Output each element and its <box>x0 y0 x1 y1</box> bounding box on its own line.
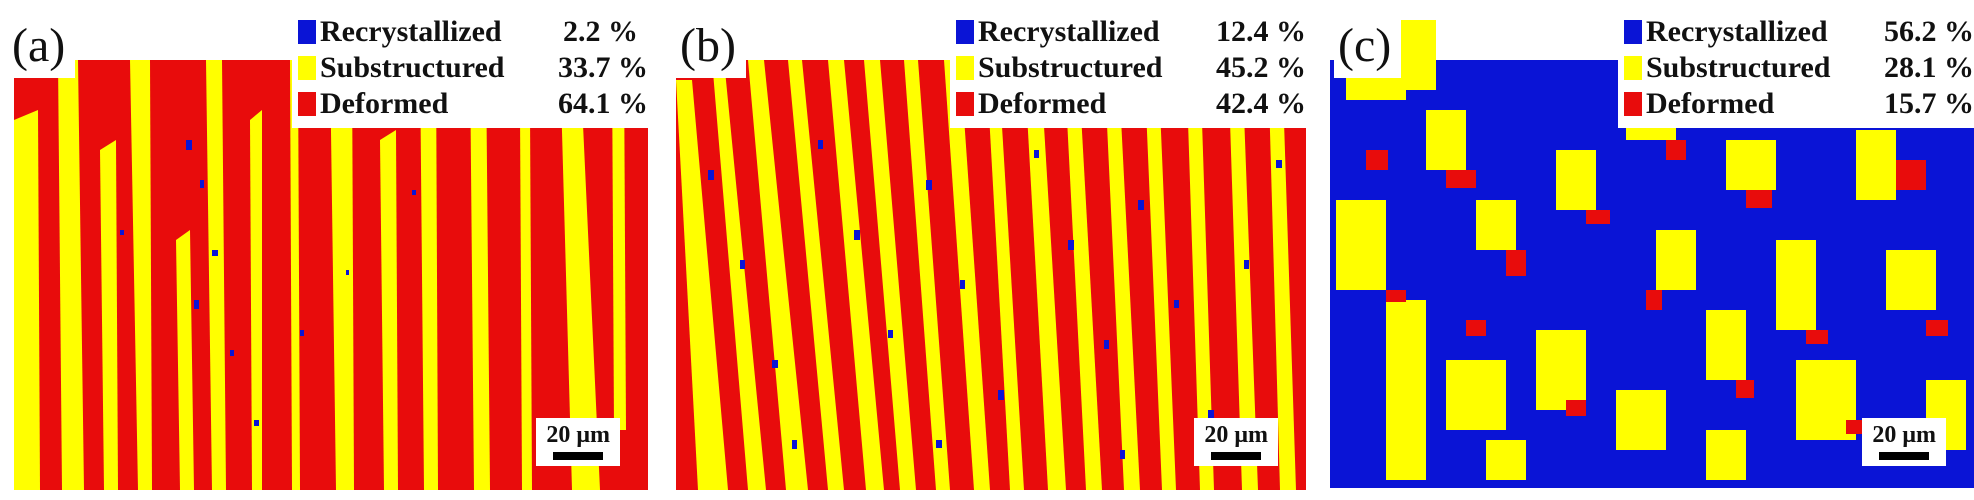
scale-bar: 20 μm <box>536 418 620 466</box>
scale-bar: 20 μm <box>1194 418 1278 466</box>
recrystallized-swatch <box>1624 20 1642 44</box>
deformed-swatch <box>956 92 974 116</box>
legend-item-substructured: Substructured 45.2 % <box>956 50 1306 86</box>
legend-item-recrystallized: Recrystallized 2.2 % <box>298 14 638 50</box>
legend-label: Recrystallized <box>1646 15 1828 48</box>
panel-a: (a) Recrystallized 2.2 % Substructured 3… <box>0 0 648 500</box>
panel-c: (c) Recrystallized 56.2 % Substructured … <box>1326 0 1974 500</box>
deformed-swatch <box>1624 92 1642 116</box>
scale-bar-label: 20 μm <box>546 422 610 448</box>
legend-item-recrystallized: Recrystallized 12.4 % <box>956 14 1306 50</box>
legend-value: 2.2 % <box>563 15 638 48</box>
ebsd-map-a <box>14 60 648 490</box>
legend-value: 45.2 % <box>1216 51 1306 84</box>
scale-bar-line <box>1879 452 1930 460</box>
substructured-swatch <box>298 56 316 80</box>
panel-b: (b) Recrystallized 12.4 % Substructured … <box>668 0 1306 500</box>
legend-label: Deformed <box>320 87 449 120</box>
legend: Recrystallized 2.2 % Substructured 33.7 … <box>292 8 648 128</box>
scale-bar: 20 μm <box>1862 418 1946 466</box>
recrystallized-swatch <box>298 20 316 44</box>
legend-label: Deformed <box>978 87 1107 120</box>
legend-value: 12.4 % <box>1216 15 1306 48</box>
substructured-swatch <box>956 56 974 80</box>
scale-bar-label: 20 μm <box>1872 422 1936 448</box>
scale-bar-line <box>553 452 604 460</box>
legend-item-substructured: Substructured 33.7 % <box>298 50 648 86</box>
legend-value: 42.4 % <box>1216 87 1306 120</box>
recrystallized-swatch <box>956 20 974 44</box>
panel-label: (a) <box>8 18 76 78</box>
legend-label: Substructured <box>1646 51 1831 84</box>
legend-item-deformed: Deformed 15.7 % <box>1624 86 1974 122</box>
scale-bar-line <box>1211 452 1262 460</box>
deformed-swatch <box>298 92 316 116</box>
ebsd-map-c <box>1330 20 1974 488</box>
legend-item-substructured: Substructured 28.1 % <box>1624 50 1974 86</box>
legend-item-deformed: Deformed 42.4 % <box>956 86 1306 122</box>
legend-value: 28.1 % <box>1884 51 1974 84</box>
legend-label: Deformed <box>1646 87 1775 120</box>
legend-item-deformed: Deformed 64.1 % <box>298 86 648 122</box>
legend-label: Recrystallized <box>320 15 502 48</box>
panel-label: (c) <box>1334 18 1402 78</box>
legend: Recrystallized 56.2 % Substructured 28.1… <box>1618 8 1974 128</box>
panel-label: (b) <box>676 18 746 78</box>
legend-value: 56.2 % <box>1884 15 1974 48</box>
legend: Recrystallized 12.4 % Substructured 45.2… <box>950 8 1306 128</box>
legend-value: 33.7 % <box>558 51 648 84</box>
legend-label: Recrystallized <box>978 15 1160 48</box>
substructured-swatch <box>1624 56 1642 80</box>
legend-item-recrystallized: Recrystallized 56.2 % <box>1624 14 1974 50</box>
legend-label: Substructured <box>978 51 1163 84</box>
legend-label: Substructured <box>320 51 505 84</box>
legend-value: 64.1 % <box>558 87 648 120</box>
scale-bar-label: 20 μm <box>1204 422 1268 448</box>
legend-value: 15.7 % <box>1884 87 1974 120</box>
